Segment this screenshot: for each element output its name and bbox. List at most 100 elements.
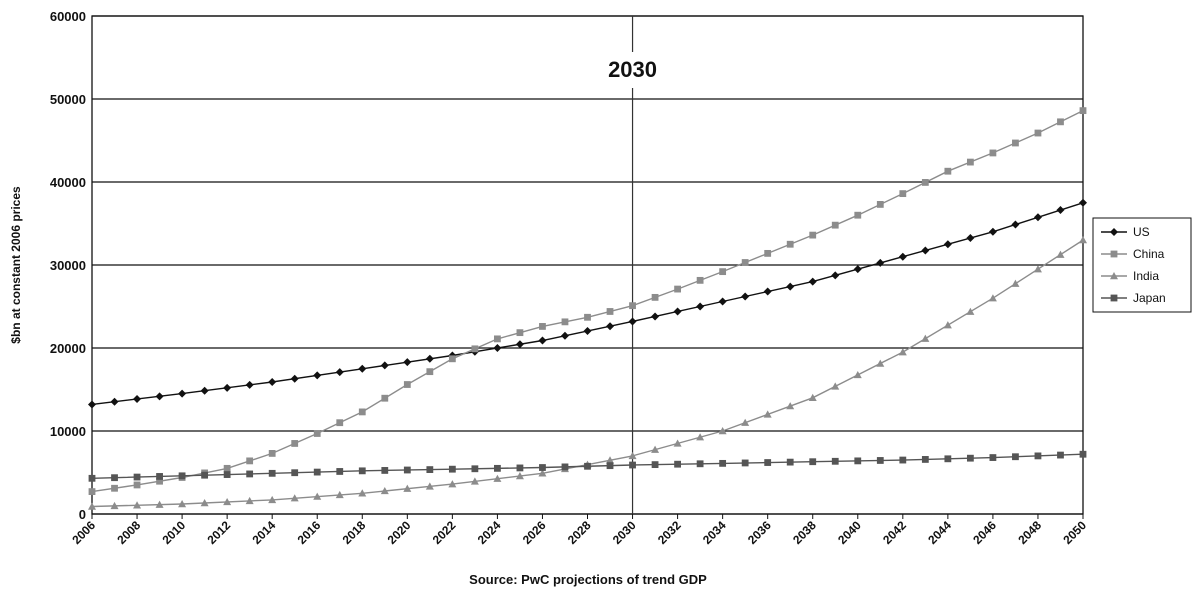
data-point-india — [290, 494, 299, 502]
data-point-china — [989, 149, 997, 157]
annotation-layer: 2030 — [594, 16, 671, 514]
data-point-china — [133, 481, 141, 489]
data-point-india — [335, 490, 344, 499]
x-tick-label: 2028 — [565, 518, 594, 547]
data-point-us — [786, 282, 795, 291]
data-point-japan — [741, 459, 749, 467]
x-tick-label: 2034 — [700, 518, 729, 547]
data-point-japan — [201, 471, 209, 479]
x-tick-label: 2044 — [925, 518, 954, 547]
data-point-us — [290, 374, 299, 383]
data-point-china — [539, 323, 546, 330]
data-point-japan — [448, 465, 456, 473]
data-point-india — [741, 418, 750, 426]
data-point-china — [561, 318, 569, 326]
data-point-japan — [921, 456, 929, 463]
data-point-china — [471, 345, 479, 353]
x-tick-label: 2010 — [159, 518, 188, 547]
data-point-us — [943, 240, 952, 249]
data-point-china — [1079, 107, 1087, 115]
data-point-china — [831, 221, 839, 229]
y-tick-label: 60000 — [50, 9, 86, 24]
data-point-china — [336, 419, 344, 427]
data-point-japan — [111, 474, 118, 482]
data-point-china — [313, 430, 321, 437]
data-point-india — [155, 500, 164, 508]
x-tick-label: 2024 — [475, 518, 504, 547]
data-point-india — [853, 370, 862, 379]
data-point-india — [448, 480, 457, 488]
series-layer — [88, 107, 1087, 510]
data-point-india — [831, 382, 840, 390]
data-point-china — [674, 285, 681, 293]
data-point-china — [764, 249, 772, 257]
data-point-india — [808, 393, 817, 401]
data-point-china — [516, 329, 524, 337]
data-point-india — [88, 502, 96, 510]
x-tick-label: 2016 — [295, 518, 324, 547]
data-point-india — [1079, 236, 1087, 244]
data-point-india — [425, 482, 434, 490]
legend-box — [1092, 217, 1192, 313]
data-point-japan — [246, 470, 254, 478]
data-point-us — [560, 331, 569, 340]
data-point-us — [853, 265, 862, 274]
data-point-india — [200, 499, 209, 507]
data-point-us — [245, 380, 254, 389]
data-point-india — [628, 451, 637, 460]
data-point-japan — [178, 472, 186, 480]
data-point-japan — [764, 459, 772, 466]
y-tick-label: 30000 — [50, 258, 86, 273]
data-point-japan — [494, 464, 501, 472]
data-point-india — [358, 489, 367, 497]
data-point-china — [111, 484, 118, 492]
data-point-china — [494, 335, 501, 343]
legend-item-india: India — [1101, 269, 1159, 283]
data-point-japan — [809, 458, 817, 466]
x-tick-label: 2020 — [385, 518, 414, 547]
data-point-china — [584, 313, 591, 321]
data-point-india — [538, 469, 547, 477]
data-point-india — [223, 497, 232, 506]
data-point-india — [786, 402, 795, 410]
data-point-india — [673, 439, 682, 447]
data-point-japan — [944, 455, 952, 463]
data-point-japan — [584, 462, 591, 470]
data-point-us — [606, 322, 615, 331]
legend-label: India — [1133, 269, 1159, 283]
x-tick-label: 2046 — [970, 518, 999, 547]
data-point-japan — [966, 454, 974, 462]
data-point-india — [470, 477, 479, 485]
data-point-china — [809, 231, 817, 239]
x-tick-label: 2050 — [1060, 518, 1089, 547]
data-point-us — [921, 246, 930, 255]
data-point-us — [583, 326, 592, 335]
data-point-china — [88, 488, 96, 495]
data-point-japan — [651, 461, 659, 469]
data-point-india — [876, 359, 885, 367]
data-point-india — [178, 500, 187, 508]
data-point-india — [110, 501, 119, 510]
data-point-us — [763, 287, 772, 296]
data-point-japan — [313, 468, 321, 476]
legend-item-china: China — [1101, 247, 1165, 261]
legend-marker — [1110, 294, 1118, 302]
data-point-china — [246, 457, 254, 465]
data-point-india — [943, 321, 952, 329]
data-point-us — [1079, 198, 1087, 207]
data-point-japan — [719, 459, 727, 467]
data-point-india — [1033, 265, 1042, 273]
data-point-japan — [336, 468, 344, 475]
data-point-india — [133, 501, 142, 509]
data-point-us — [358, 364, 367, 373]
data-point-china — [1012, 139, 1019, 147]
data-point-china — [448, 355, 456, 363]
data-point-japan — [539, 464, 546, 471]
data-point-us — [493, 344, 502, 352]
data-point-china — [899, 190, 907, 198]
data-point-china — [741, 259, 749, 266]
data-point-us — [313, 371, 322, 380]
data-point-japan — [629, 461, 636, 469]
data-point-india — [988, 294, 997, 302]
